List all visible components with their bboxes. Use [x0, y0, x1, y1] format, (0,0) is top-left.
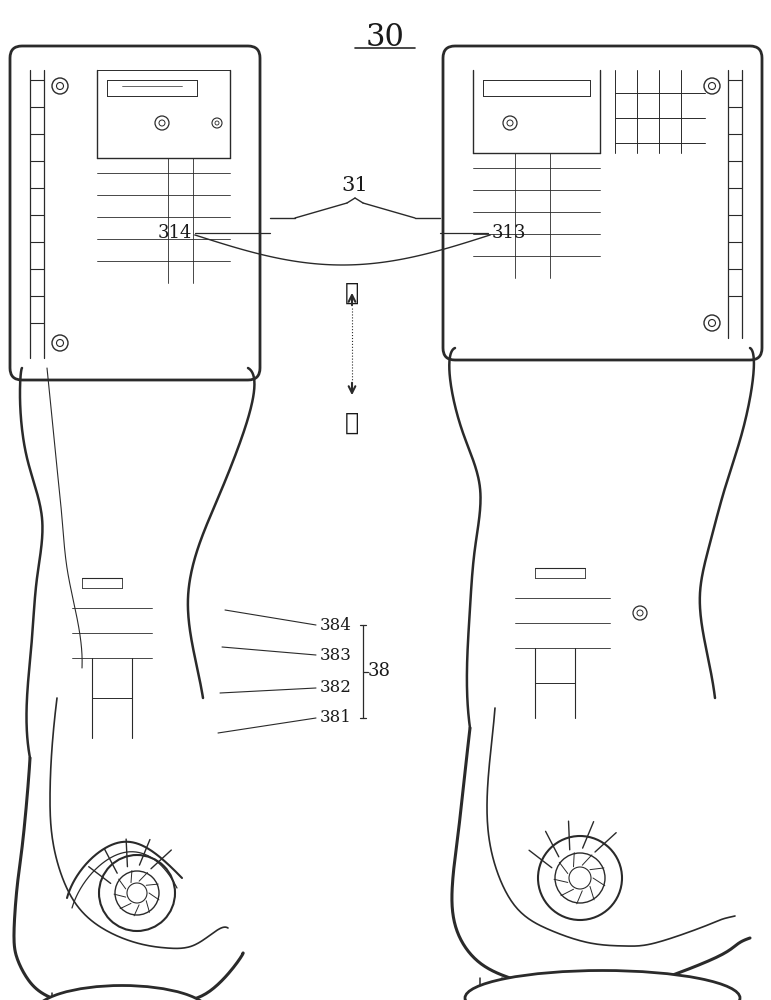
Text: 下: 下 [345, 412, 359, 435]
Text: 上: 上 [345, 282, 359, 305]
Text: 314: 314 [157, 224, 192, 242]
Ellipse shape [35, 986, 210, 1000]
Text: 382: 382 [320, 680, 352, 696]
Text: 38: 38 [368, 662, 391, 680]
Text: 31: 31 [342, 176, 369, 195]
Ellipse shape [465, 970, 740, 1000]
Text: 383: 383 [320, 647, 352, 664]
Text: 381: 381 [320, 710, 352, 726]
Text: 30: 30 [365, 22, 405, 53]
Text: 384: 384 [320, 616, 352, 634]
Text: 313: 313 [492, 224, 527, 242]
